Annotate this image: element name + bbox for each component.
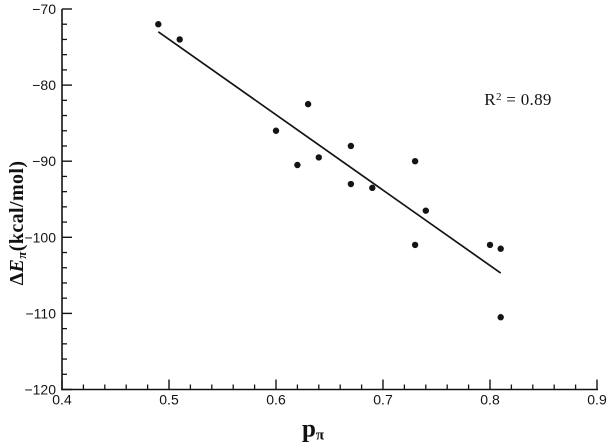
data-point xyxy=(347,142,355,150)
y-axis-title-unit: (kcal/mol) xyxy=(6,160,28,252)
r-squared-base: R xyxy=(484,90,496,109)
r-squared-value: = 0.89 xyxy=(501,90,552,109)
data-point xyxy=(347,180,355,188)
y-axis-tick-label: −120 xyxy=(24,382,56,398)
data-point xyxy=(176,36,183,43)
data-point xyxy=(497,245,504,252)
data-point xyxy=(422,207,429,214)
trend-line xyxy=(157,31,502,274)
data-point xyxy=(272,127,280,134)
y-axis-tick-label: −110 xyxy=(26,305,57,321)
data-point xyxy=(497,314,504,321)
data-point xyxy=(294,161,301,169)
data-point xyxy=(486,241,494,249)
y-axis-tick-label: −100 xyxy=(24,229,56,245)
data-point xyxy=(411,241,419,249)
y-axis-tick-label: −80 xyxy=(32,77,56,93)
y-axis-title-subscript: π xyxy=(14,251,30,259)
x-axis-tick-label: 0.5 xyxy=(159,392,179,408)
x-axis-tick-label: 0.8 xyxy=(480,392,500,408)
x-axis-tick-label: 0.7 xyxy=(373,392,393,408)
x-axis-title: pπ xyxy=(301,415,325,444)
x-axis-title-symbol: p xyxy=(301,415,316,443)
y-axis-tick-label: −90 xyxy=(32,153,56,169)
y-axis-title: ΔEπ(kcal/mol) xyxy=(6,160,30,286)
x-axis-tick-label: 0.9 xyxy=(587,392,607,408)
x-axis-tick-label: 0.6 xyxy=(266,392,286,408)
data-point xyxy=(315,154,322,161)
data-point xyxy=(411,158,419,165)
y-axis-tick-label: −70 xyxy=(32,1,56,17)
x-axis-tick-label: 0.4 xyxy=(52,392,72,408)
data-point xyxy=(304,100,312,108)
x-axis-title-subscript: π xyxy=(315,427,325,444)
y-axis-title-symbol: E xyxy=(6,258,28,273)
data-point xyxy=(369,184,376,192)
y-axis-title-delta: Δ xyxy=(6,272,28,286)
data-point xyxy=(155,21,162,28)
r-squared-annotation: R2 = 0.89 xyxy=(484,90,551,110)
r-squared-superscript: 2 xyxy=(495,91,502,104)
